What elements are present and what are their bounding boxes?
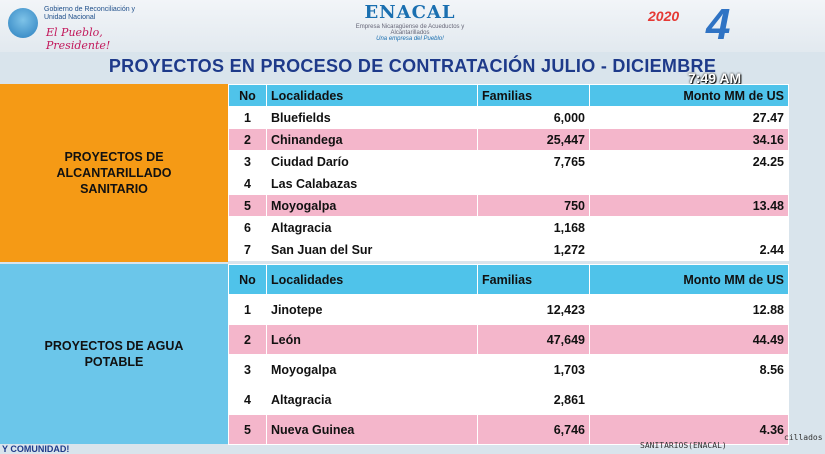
cell-monto: 4.36 [589, 414, 789, 445]
table-row: 4 Las Calabazas [228, 172, 789, 195]
cell-monto: 44.49 [589, 324, 789, 355]
cell-no: 3 [228, 150, 267, 173]
table-row: 6 Altagracia 1,168 [228, 216, 789, 239]
agua-potable-table: No Localidades Familias Monto MM de US 1… [228, 264, 789, 445]
section-label-alcantarillado: PROYECTOS DE ALCANTARILLADO SANITARIO [0, 84, 228, 262]
cell-no: 2 [228, 324, 267, 355]
cell-familias: 7,765 [477, 150, 590, 173]
table-row: 4 Altagracia 2,861 [228, 384, 789, 415]
table-row: 5 Moyogalpa 750 13.48 [228, 194, 789, 217]
cell-no: 1 [228, 294, 267, 325]
enacal-name: ENACAL [364, 2, 456, 23]
header-bar: Gobierno de Reconciliación y Unidad Naci… [0, 0, 825, 52]
cell-familias: 1,703 [477, 354, 590, 385]
cell-monto: 8.56 [589, 354, 789, 385]
cell-localidad: Ciudad Darío [266, 150, 478, 173]
cell-localidad: Las Calabazas [266, 172, 478, 195]
channel-logo: 2020 4 [648, 0, 748, 52]
government-name: Gobierno de Reconciliación y Unidad Naci… [44, 6, 136, 21]
table-row: 7 San Juan del Sur 1,272 2.44 [228, 238, 789, 261]
header-familias: Familias [477, 264, 590, 295]
cell-localidad: Altagracia [266, 384, 478, 415]
cell-monto: 2.44 [589, 238, 789, 261]
cell-monto [589, 216, 789, 239]
cell-no: 4 [228, 384, 267, 415]
cell-familias: 1,168 [477, 216, 590, 239]
header-monto: Monto MM de US [589, 84, 789, 107]
cell-no: 1 [228, 106, 267, 129]
cell-no: 3 [228, 354, 267, 385]
cell-familias: 1,272 [477, 238, 590, 261]
cell-localidad: Altagracia [266, 216, 478, 239]
cell-familias: 750 [477, 194, 590, 217]
cell-no: 6 [228, 216, 267, 239]
cell-familias: 2,861 [477, 384, 590, 415]
cell-localidad: Nueva Guinea [266, 414, 478, 445]
ticker-right-2: cillados [784, 433, 823, 442]
cell-monto [589, 172, 789, 195]
header-no: No [228, 84, 267, 107]
cell-localidad: Jinotepe [266, 294, 478, 325]
cell-no: 5 [228, 194, 267, 217]
enacal-subtitle: Empresa Nicaragüense de Acueductos y Alc… [355, 24, 465, 36]
channel-number: 4 [706, 0, 731, 49]
cell-localidad: San Juan del Sur [266, 238, 478, 261]
cell-monto: 12.88 [589, 294, 789, 325]
cell-localidad: Chinandega [266, 128, 478, 151]
table-row: 3 Ciudad Darío 7,765 24.25 [228, 150, 789, 173]
ticker-left: Y COMUNIDAD! [2, 444, 70, 454]
section-label-text: PROYECTOS DE AGUA POTABLE [44, 339, 184, 369]
header-familias: Familias [477, 84, 590, 107]
table-header-row: No Localidades Familias Monto MM de US [228, 264, 789, 295]
ticker-right: SANITARIOS(ENACAL) [640, 441, 727, 450]
cell-monto: 24.25 [589, 150, 789, 173]
page-title: PROYECTOS EN PROCESO DE CONTRATACIÓN JUL… [108, 56, 717, 76]
table-row: 2 León 47,649 44.49 [228, 324, 789, 355]
header-localidades: Localidades [266, 84, 478, 107]
government-emblem-icon [8, 8, 38, 38]
channel-badge: 2020 [648, 8, 680, 24]
enacal-logo: ENACAL Empresa Nicaragüense de Acueducto… [355, 2, 465, 42]
cell-familias: 6,000 [477, 106, 590, 129]
cell-familias [477, 172, 590, 195]
cell-localidad: Moyogalpa [266, 194, 478, 217]
alcantarillado-table: No Localidades Familias Monto MM de US 1… [228, 84, 789, 261]
header-no: No [228, 264, 267, 295]
cell-no: 5 [228, 414, 267, 445]
enacal-slogan: Una empresa del Pueblo! [376, 36, 444, 42]
cell-localidad: Bluefields [266, 106, 478, 129]
time-overlay: 7:49 AM [688, 70, 742, 86]
table-row: 5 Nueva Guinea 6,746 4.36 [228, 414, 789, 445]
cell-monto: 13.48 [589, 194, 789, 217]
cell-localidad: León [266, 324, 478, 355]
government-slogan: El Pueblo, Presidente! [46, 26, 111, 52]
government-logo: Gobierno de Reconciliación y Unidad Naci… [8, 4, 158, 52]
cell-monto [589, 384, 789, 415]
cell-localidad: Moyogalpa [266, 354, 478, 385]
section-label-agua-potable: PROYECTOS DE AGUA POTABLE [0, 264, 228, 444]
cell-monto: 34.16 [589, 128, 789, 151]
table-header-row: No Localidades Familias Monto MM de US [228, 84, 789, 107]
header-localidades: Localidades [266, 264, 478, 295]
cell-no: 2 [228, 128, 267, 151]
cell-no: 7 [228, 238, 267, 261]
cell-familias: 47,649 [477, 324, 590, 355]
table-row: 1 Bluefields 6,000 27.47 [228, 106, 789, 129]
cell-no: 4 [228, 172, 267, 195]
table-row: 3 Moyogalpa 1,703 8.56 [228, 354, 789, 385]
cell-familias: 6,746 [477, 414, 590, 445]
section-label-text: PROYECTOS DE ALCANTARILLADO SANITARIO [56, 150, 172, 196]
header-monto: Monto MM de US [589, 264, 789, 295]
table-row: 2 Chinandega 25,447 34.16 [228, 128, 789, 151]
table-row: 1 Jinotepe 12,423 12.88 [228, 294, 789, 325]
cell-familias: 12,423 [477, 294, 590, 325]
cell-monto: 27.47 [589, 106, 789, 129]
cell-familias: 25,447 [477, 128, 590, 151]
